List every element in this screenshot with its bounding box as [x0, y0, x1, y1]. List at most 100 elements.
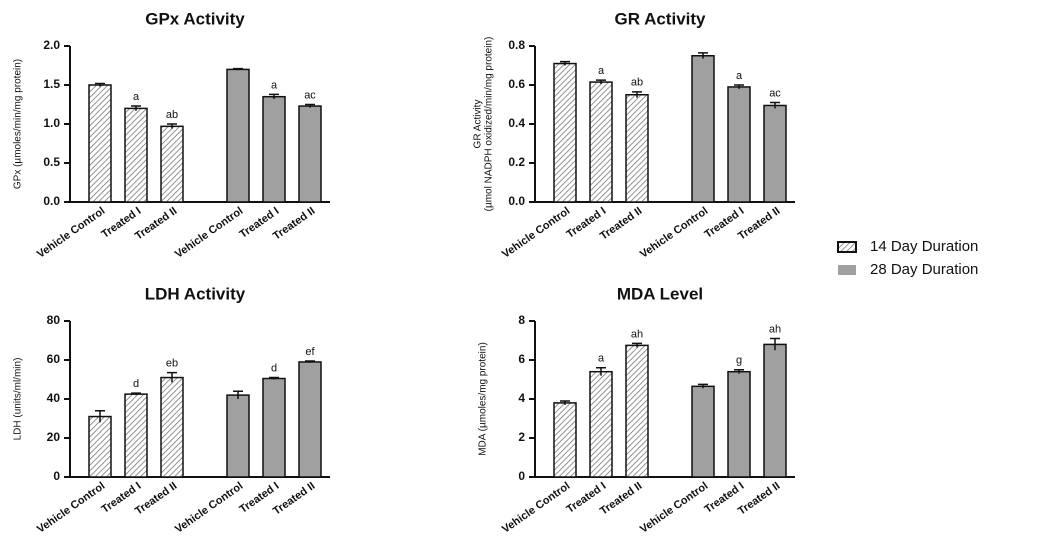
error-bar — [167, 371, 177, 383]
y-tick-label: 8 — [518, 313, 525, 327]
y-tick-label: 0.8 — [508, 38, 525, 52]
legend-swatch — [837, 241, 857, 253]
y-tick-label: 0.0 — [43, 194, 60, 208]
error-bar — [734, 369, 744, 374]
y-tick-label: 4 — [518, 391, 525, 405]
error-bar — [269, 376, 279, 380]
legend-label: 28 Day Duration — [870, 261, 978, 278]
annotation: a — [736, 70, 743, 82]
bar — [160, 376, 184, 478]
y-tick-label: 0 — [53, 469, 60, 483]
x-tick-label: Vehicle Control — [500, 480, 572, 536]
error-bar — [698, 52, 708, 59]
y-tick-label: 1.0 — [43, 116, 60, 130]
error-bar — [770, 337, 780, 351]
x-tick-label: Vehicle Control — [35, 205, 107, 261]
annotation: ef — [305, 346, 315, 358]
bar — [226, 68, 250, 203]
y-tick-label: 0.6 — [508, 77, 525, 91]
error-bar — [770, 101, 780, 109]
y-tick-label: 0.2 — [508, 155, 525, 169]
annotation: ab — [631, 77, 643, 89]
bar — [88, 415, 112, 478]
error-bar — [305, 360, 315, 363]
error-bar — [632, 91, 642, 98]
annotation: d — [133, 378, 139, 390]
chart-title: LDH Activity — [145, 284, 246, 303]
error-bar — [596, 367, 606, 376]
y-tick-label: 0.5 — [43, 155, 60, 169]
bar — [691, 385, 715, 478]
chart-title: GR Activity — [614, 9, 706, 28]
y-axis-label: GR Activity — [473, 100, 484, 149]
annotation: d — [271, 362, 277, 374]
bar — [298, 105, 322, 203]
y-tick-label: 2.0 — [43, 38, 60, 52]
y-tick-label: 2 — [518, 430, 525, 444]
error-bar — [698, 383, 708, 389]
annotation: a — [271, 79, 278, 91]
y-tick-label: 80 — [47, 313, 61, 327]
x-tick-label: Vehicle Control — [500, 205, 572, 261]
y-tick-label: 60 — [47, 352, 61, 366]
error-bar — [167, 123, 177, 129]
annotation: g — [736, 355, 742, 367]
y-axis-label: GPx (µmoles/min/mg protein) — [13, 59, 24, 189]
y-tick-label: 0.4 — [508, 116, 525, 130]
error-bar — [560, 400, 570, 405]
x-tick-label: Vehicle Control — [173, 205, 245, 261]
bar — [727, 370, 751, 478]
y-axis-label: MDA (µmoles/mg protein) — [478, 342, 489, 456]
bar — [88, 84, 112, 203]
bar — [553, 62, 577, 203]
error-bar — [131, 392, 141, 396]
y-tick-label: 0 — [518, 469, 525, 483]
annotation: a — [598, 65, 605, 77]
annotation: eb — [166, 358, 178, 370]
x-tick-label: Vehicle Control — [173, 480, 245, 536]
error-bar — [734, 84, 744, 89]
bar — [262, 95, 286, 203]
chart-title: MDA Level — [617, 284, 703, 303]
bar — [160, 125, 184, 203]
error-bar — [596, 79, 606, 85]
x-tick-label: Vehicle Control — [638, 480, 710, 536]
error-bar — [131, 105, 141, 111]
error-bar — [560, 60, 570, 66]
annotation: ac — [304, 89, 316, 101]
bar — [124, 107, 148, 203]
annotation: ab — [166, 109, 178, 121]
bar — [226, 394, 250, 478]
bar — [589, 81, 613, 203]
bar — [625, 94, 649, 203]
error-bar — [305, 103, 315, 108]
error-bar — [95, 82, 105, 87]
bar — [124, 393, 148, 478]
y-tick-label: 1.5 — [43, 77, 60, 91]
bar — [625, 344, 649, 478]
annotation: a — [133, 91, 140, 103]
y-tick-label: 0.0 — [508, 194, 525, 208]
error-bar — [95, 409, 105, 423]
bar — [691, 55, 715, 203]
bar — [589, 370, 613, 478]
error-bar — [632, 342, 642, 348]
bar — [727, 86, 751, 203]
annotation: ah — [769, 323, 781, 335]
y-axis-label: LDH (units/ml/min) — [13, 358, 24, 441]
error-bar — [233, 390, 243, 399]
x-tick-label: Vehicle Control — [638, 205, 710, 261]
y-axis-label: (µmol NADPH oxidized/min/mg protein) — [484, 37, 495, 212]
annotation: ah — [631, 328, 643, 340]
bar — [262, 377, 286, 478]
bar — [763, 343, 787, 478]
error-bar — [269, 93, 279, 100]
x-tick-label: Vehicle Control — [35, 480, 107, 536]
bar — [763, 104, 787, 203]
y-tick-label: 20 — [47, 430, 61, 444]
legend-swatch — [838, 265, 856, 275]
y-tick-label: 40 — [47, 391, 61, 405]
y-tick-label: 6 — [518, 352, 525, 366]
annotation: ac — [769, 87, 781, 99]
